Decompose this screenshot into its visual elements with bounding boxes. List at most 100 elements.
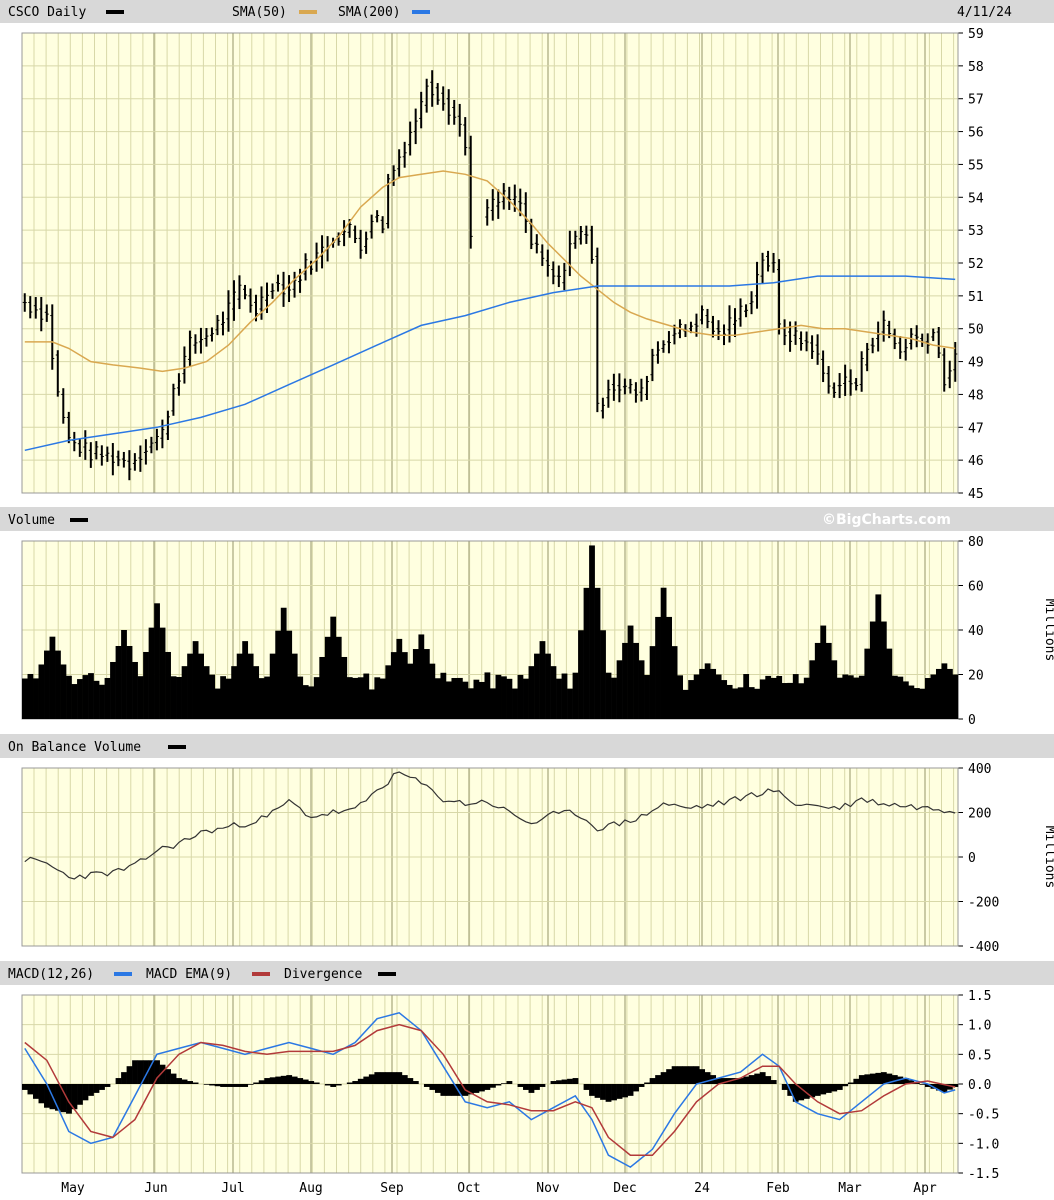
- volume-bar: [335, 636, 342, 719]
- volume-bar: [704, 663, 711, 719]
- volume-bar: [121, 630, 127, 719]
- price-ytick-label: 52: [968, 257, 984, 272]
- volume-bar: [110, 661, 116, 719]
- volume-bar: [825, 642, 832, 719]
- volume-bar: [666, 616, 672, 719]
- divergence-bar: [456, 1084, 463, 1096]
- xtick-label: May: [61, 1181, 85, 1196]
- divergence-bar: [242, 1084, 249, 1087]
- divergence-bar: [363, 1076, 370, 1084]
- divergence-bar: [534, 1084, 540, 1090]
- macd-header-bar: [0, 961, 1054, 985]
- volume-bar: [319, 656, 326, 719]
- volume-bar: [677, 675, 684, 719]
- divergence-bar: [346, 1082, 353, 1084]
- volume-bar: [611, 677, 617, 719]
- divergence-bar: [583, 1084, 590, 1090]
- divergence-bar: [880, 1072, 887, 1084]
- divergence-bar: [864, 1074, 871, 1084]
- volume-bar: [605, 672, 612, 719]
- divergence-bar: [132, 1060, 138, 1084]
- price-ytick-label: 49: [968, 356, 984, 371]
- divergence-bar: [743, 1076, 750, 1084]
- volume-bar: [445, 681, 452, 719]
- volume-bar: [567, 688, 573, 719]
- volume-bar: [66, 675, 72, 719]
- volume-bar: [671, 646, 678, 719]
- volume-bar: [181, 666, 188, 719]
- volume-bar: [781, 683, 788, 719]
- volume-bar: [517, 674, 524, 719]
- divergence-bar: [467, 1084, 474, 1095]
- volume-bar: [231, 666, 238, 719]
- divergence-bar: [831, 1084, 838, 1092]
- sma50-legend-swatch: [299, 10, 317, 14]
- volume-bar: [737, 687, 744, 719]
- volume-ylabel: Millions: [1042, 599, 1054, 662]
- volume-bar: [88, 673, 94, 719]
- volume-legend-swatch: [70, 518, 88, 522]
- volume-bar: [165, 651, 171, 719]
- price-panel: 45 46 47 48 49 50 51 52 53 54 55 56 57 58 59: [21, 27, 984, 502]
- volume-bar: [710, 668, 717, 719]
- price-legend-swatch: [106, 10, 124, 14]
- sma200-legend-label: SMA(200): [338, 5, 401, 20]
- divergence-bar: [115, 1078, 122, 1084]
- volume-bar: [379, 678, 386, 719]
- volume-bar: [385, 665, 392, 719]
- divergence-bar: [209, 1084, 216, 1086]
- divergence-bar: [836, 1084, 843, 1090]
- volume-bar: [688, 680, 695, 719]
- volume-bar: [875, 594, 882, 719]
- volume-title: Volume: [8, 513, 55, 528]
- divergence-bar: [759, 1072, 766, 1084]
- volume-bar: [556, 678, 562, 719]
- volume-bar: [792, 674, 799, 719]
- volume-bar: [258, 678, 265, 719]
- divergence-bar: [60, 1084, 67, 1113]
- divergence-bar: [825, 1084, 832, 1093]
- volume-bar: [286, 630, 293, 719]
- divergence-bar: [798, 1084, 805, 1101]
- price-ytick-label: 54: [968, 191, 984, 206]
- divergence-bar: [594, 1084, 601, 1098]
- divergence-bar: [275, 1076, 282, 1084]
- divergence-bar: [495, 1084, 502, 1086]
- volume-bar: [170, 676, 177, 719]
- divergence-bar: [715, 1078, 722, 1084]
- volume-bar: [600, 630, 606, 719]
- volume-bar: [946, 668, 953, 719]
- volume-bar: [462, 681, 469, 719]
- divergence-bar: [247, 1084, 254, 1085]
- volume-bar: [589, 545, 595, 719]
- volume-bar: [220, 676, 227, 719]
- volume-bar: [412, 649, 419, 719]
- volume-bar: [550, 666, 557, 719]
- divergence-bar: [407, 1078, 414, 1084]
- volume-bar: [440, 672, 447, 719]
- volume-bar: [126, 645, 133, 719]
- divergence-bar: [913, 1082, 920, 1084]
- volume-bar: [490, 688, 496, 719]
- divergence-bar: [137, 1060, 144, 1084]
- divergence-bar: [66, 1084, 72, 1114]
- macd-ytick-label: -0.5: [968, 1108, 999, 1123]
- volume-bar: [803, 677, 810, 719]
- volume-bar: [561, 673, 568, 719]
- volume-bar: [545, 653, 551, 719]
- divergence-bar: [159, 1064, 166, 1084]
- macd-legend-swatch: [114, 972, 132, 976]
- divergence-bar: [605, 1084, 612, 1102]
- price-ytick-label: 58: [968, 60, 984, 75]
- volume-bar: [776, 675, 783, 719]
- volume-bar: [820, 625, 827, 719]
- divergence-bar: [429, 1084, 436, 1090]
- divergence-bar: [655, 1075, 661, 1084]
- xtick-label: Oct: [457, 1181, 480, 1196]
- obv-ytick-label: 0: [968, 851, 976, 866]
- volume-bar: [269, 653, 276, 719]
- volume-bar: [390, 652, 397, 719]
- divergence-bar: [869, 1073, 876, 1084]
- volume-bar: [115, 645, 122, 719]
- xtick-label: Sep: [380, 1181, 404, 1196]
